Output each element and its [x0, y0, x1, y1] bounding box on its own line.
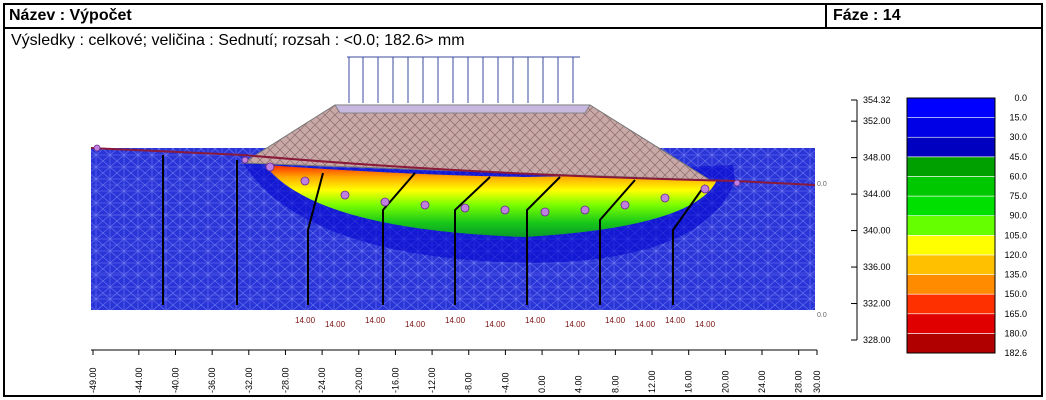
bottom-labels: 14.00 14.00 14.00 14.00 14.00 14.00 14.0… [295, 316, 716, 329]
legend-value: 15.0 [1009, 113, 1027, 123]
results-window: Název : Výpočet Fáze : 14 Výsledky : cel… [3, 3, 1043, 397]
svg-text:14.00: 14.00 [325, 320, 346, 329]
legend-value: 135.0 [1004, 270, 1027, 280]
legend-band [906, 235, 996, 256]
svg-text:14.00: 14.00 [565, 320, 586, 329]
legend-value: 120.0 [1004, 250, 1027, 260]
x-tick-label: -28.00 [280, 367, 290, 393]
x-tick-label: 4.00 [574, 375, 584, 393]
legend-band [906, 117, 996, 138]
phase-label: Fáze : 14 [833, 7, 901, 24]
svg-text:14.00: 14.00 [525, 316, 546, 325]
x-axis: -49.00 -44.00 -40.00 -36.00 -32.00 -28.00 -24.… [88, 349, 822, 393]
x-tick-label: -16.00 [390, 367, 400, 393]
analysis-name: Název : Výpočet [9, 7, 132, 24]
svg-text:14.00: 14.00 [405, 320, 426, 329]
embankment-crest [334, 104, 591, 114]
x-tick-label: -4.00 [500, 372, 510, 393]
svg-text:14.00: 14.00 [635, 320, 656, 329]
legend-value: 60.0 [1009, 171, 1027, 181]
legend-value: 75.0 [1009, 191, 1027, 201]
x-tick-label: 20.00 [720, 370, 730, 393]
x-tick-label: 0.00 [537, 375, 547, 393]
legend-value: 182.6 [1004, 348, 1027, 358]
legend-band [906, 274, 996, 295]
x-tick-label: 12.00 [647, 370, 657, 393]
svg-text:14.00: 14.00 [665, 316, 686, 325]
x-tick-label: 28.00 [794, 370, 804, 393]
legend-band [906, 215, 996, 236]
legend-value: 105.0 [1004, 230, 1027, 240]
legend-value: 0.0 [1014, 93, 1027, 103]
y-tick-label: 328.00 [863, 335, 891, 345]
legend-band [906, 293, 996, 315]
legend-band [906, 97, 996, 118]
settlement-model-view[interactable]: 0.0 0.0 14.00 14.00 14.00 14.00 14.00 14… [5, 5, 1041, 395]
surface-load [347, 56, 580, 103]
bottom-right-label: 0.0 [817, 312, 827, 319]
vertical-drains [162, 155, 706, 305]
settlement-bulb [265, 165, 717, 237]
x-tick-label: -49.00 [88, 367, 98, 393]
y-axis: 354.32 352.00 348.00 344.00 340.00 336.00 332.… [851, 95, 891, 345]
legend-band [906, 313, 996, 334]
phase-box: Fáze : 14 [825, 5, 1043, 27]
svg-text:14.00: 14.00 [445, 316, 466, 325]
x-tick-label: 16.00 [684, 370, 694, 393]
legend-value: 45.0 [1009, 152, 1027, 162]
legend-value: 180.0 [1004, 328, 1027, 338]
y-tick-label: 332.00 [863, 299, 891, 309]
svg-text:14.00: 14.00 [365, 316, 386, 325]
legend-value: 90.0 [1009, 211, 1027, 221]
legend-band [906, 156, 996, 177]
color-legend: 0.0 15.0 30.0 45.0 60.0 75.0 90.0 105.0 120.0 135… [906, 93, 1027, 358]
svg-text:14.00: 14.00 [295, 316, 316, 325]
y-tick-label: 344.00 [863, 189, 891, 199]
x-tick-label: 30.00 [812, 370, 822, 393]
svg-text:14.00: 14.00 [485, 320, 506, 329]
svg-text:14.00: 14.00 [605, 316, 626, 325]
legend-value: 150.0 [1004, 289, 1027, 299]
y-tick-label: 340.00 [863, 226, 891, 236]
right-side-label: 0.0 [817, 181, 827, 188]
x-tick-label: -32.00 [244, 367, 254, 393]
x-tick-label: -24.00 [317, 367, 327, 393]
legend-band [906, 333, 996, 354]
x-tick-label: -20.00 [354, 367, 364, 393]
x-tick-label: 8.00 [610, 375, 620, 393]
y-tick-label: 352.00 [863, 116, 891, 126]
x-tick-label: -44.00 [134, 367, 144, 393]
terrain-line [90, 147, 816, 186]
x-tick-label: -8.00 [464, 372, 474, 393]
x-tick-label: -40.00 [170, 367, 180, 393]
legend-band [906, 195, 996, 216]
x-tick-label: 24.00 [757, 370, 767, 393]
legend-band [906, 136, 996, 158]
header-bar: Název : Výpočet Fáze : 14 [5, 5, 1041, 29]
monitoring-points [93, 144, 741, 217]
x-tick-label: -12.00 [427, 367, 437, 393]
x-tick-label: -36.00 [207, 367, 217, 393]
legend-value: 30.0 [1009, 132, 1027, 142]
svg-text:14.00: 14.00 [695, 320, 716, 329]
y-tick-label: 348.00 [863, 153, 891, 163]
y-tick-label: 354.32 [863, 95, 891, 105]
legend-band [906, 176, 996, 197]
y-tick-label: 336.00 [863, 262, 891, 272]
results-description: Výsledky : celkové; veličina : Sednutí; … [11, 32, 465, 49]
legend-value: 165.0 [1004, 309, 1027, 319]
legend-band [906, 254, 996, 275]
